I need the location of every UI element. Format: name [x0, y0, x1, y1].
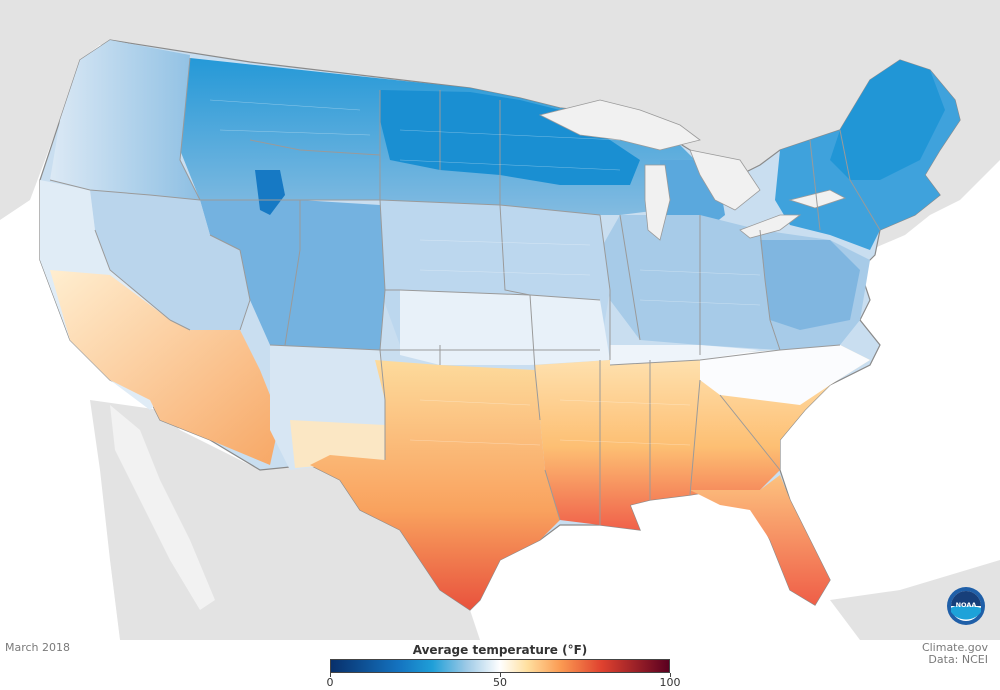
texas-region	[310, 360, 560, 610]
legend-tick-label: 50	[493, 676, 507, 689]
credit-site: Climate.gov	[921, 641, 988, 654]
upper-midwest-cold-core	[380, 90, 640, 185]
legend-tick-mark	[329, 673, 331, 677]
lake-michigan	[644, 164, 671, 241]
lake-erie	[739, 214, 802, 239]
kansas-oklahoma-region	[400, 290, 610, 365]
noaa-logo-text: NOAA	[956, 601, 977, 609]
lake-superior	[538, 99, 701, 151]
southwest-desert-region	[50, 270, 280, 465]
wyoming-cold-spot	[255, 170, 285, 215]
legend-title: Average temperature (°F)	[412, 643, 588, 657]
noaa-logo: NOAA	[947, 587, 985, 625]
county-texture	[209, 99, 761, 446]
great-basin-region	[90, 190, 250, 330]
baja-peninsula	[110, 405, 215, 610]
appalachia-region	[760, 240, 860, 330]
credit-data-source: Data: NCEI	[928, 653, 988, 666]
legend-tick-label: 0	[326, 676, 334, 689]
temperature-map: NOAA	[0, 0, 1000, 640]
legend-color-bar	[330, 659, 670, 673]
tennessee-region	[610, 345, 760, 365]
carolinas-region	[700, 345, 870, 405]
date-label: March 2018	[5, 641, 71, 654]
southern-new-mexico	[290, 420, 385, 470]
state-borders	[49, 57, 881, 525]
pacific-northwest-region	[50, 40, 200, 200]
map-footer: March 2018 Climate.gov Data: NCEI Averag…	[0, 640, 1000, 690]
lake-ontario	[788, 189, 847, 209]
new-england-core	[830, 60, 945, 180]
florida-region	[690, 475, 830, 605]
lake-huron	[689, 149, 761, 211]
legend-tick-label: 100	[659, 676, 681, 689]
legend-tick-mark	[669, 673, 671, 677]
legend-tick-mark	[499, 673, 501, 677]
rocky-mountain-region	[200, 200, 385, 355]
